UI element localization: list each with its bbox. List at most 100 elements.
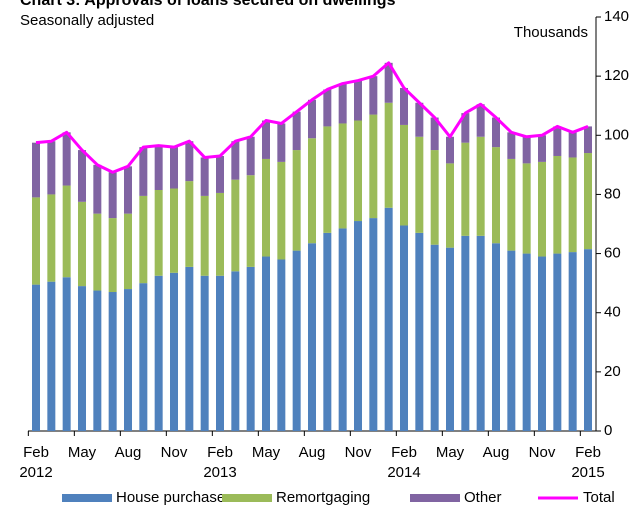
bar-segment xyxy=(323,89,332,127)
y-tick-label: 120 xyxy=(604,67,629,84)
bar-segment xyxy=(492,243,500,431)
bar-segment xyxy=(538,135,546,162)
bar-segment xyxy=(461,142,470,236)
bar-segment xyxy=(154,275,163,431)
bar-segment xyxy=(369,76,378,115)
x-tick-label: May xyxy=(68,444,97,461)
y-tick-label: 0 xyxy=(604,422,612,439)
bar-segment xyxy=(47,194,56,282)
legend-label: Total xyxy=(583,489,615,506)
bar-segment xyxy=(476,235,485,431)
bar-segment xyxy=(492,117,500,148)
bar-segment xyxy=(415,102,424,137)
bar-segment xyxy=(170,147,178,189)
bar-segment xyxy=(185,266,194,431)
bar-segment xyxy=(476,136,485,236)
bar-segment xyxy=(292,250,301,431)
bar-segment xyxy=(216,192,224,276)
bar-segment xyxy=(124,213,132,290)
bar-segment xyxy=(400,87,408,125)
bar-segment xyxy=(108,218,117,293)
x-tick-label: May xyxy=(252,444,281,461)
bar-segment xyxy=(415,136,424,233)
x-tick-label: Aug xyxy=(299,444,326,461)
y-tick-label: 100 xyxy=(604,126,629,143)
legend-label: Other xyxy=(464,489,502,506)
y-tick-label: 20 xyxy=(604,363,621,380)
bar-segment xyxy=(262,256,270,431)
total-line xyxy=(35,61,589,174)
bar-segment xyxy=(139,147,148,196)
bar-segment xyxy=(277,161,286,260)
x-tick-label: Nov xyxy=(529,444,556,461)
bar-segment xyxy=(446,247,454,431)
bar-segment xyxy=(78,286,86,431)
y-tick-label: 80 xyxy=(604,185,621,202)
bar-segment xyxy=(415,232,424,431)
bar-segment xyxy=(154,145,163,190)
bar-segment xyxy=(47,281,56,431)
bar-segment xyxy=(446,163,454,248)
bar-segment xyxy=(584,153,592,250)
bar-segment xyxy=(430,150,439,245)
x-tick-label: Aug xyxy=(483,444,510,461)
bar-segment xyxy=(93,164,102,214)
bar-segment xyxy=(354,221,362,431)
bar-segment xyxy=(568,252,577,431)
bar-segment xyxy=(170,188,178,273)
bar-segment xyxy=(185,181,194,267)
bar-segment xyxy=(32,197,40,285)
bar-segment xyxy=(292,111,301,151)
bar-segment xyxy=(553,253,562,431)
bar-segment xyxy=(384,62,393,103)
bar-segment xyxy=(522,253,531,431)
bar-segment xyxy=(338,228,347,431)
bar-segment xyxy=(124,166,132,214)
bar-segment xyxy=(522,136,531,164)
bar-segment xyxy=(568,132,577,158)
bar-segment xyxy=(170,272,178,431)
x-tick-label: May xyxy=(436,444,465,461)
x-tick-label: Nov xyxy=(161,444,188,461)
bar-segment xyxy=(139,195,148,284)
bar-segment xyxy=(507,158,516,251)
bar-segment xyxy=(277,123,286,162)
bar-segment xyxy=(461,235,470,431)
bar-segment xyxy=(476,104,485,137)
bar-segment xyxy=(93,290,102,431)
bar-segment xyxy=(538,161,546,257)
bar-segment xyxy=(154,189,163,276)
x-tick-label: Feb 2014 xyxy=(387,444,420,481)
y-tick-label: 140 xyxy=(604,8,629,25)
bar-segment xyxy=(338,123,347,229)
bar-segment xyxy=(262,158,270,257)
bar-segment xyxy=(200,157,209,196)
bar-segment xyxy=(430,117,439,151)
legend-label: House purchase xyxy=(116,489,225,506)
bar-segment xyxy=(139,283,148,431)
bar-segment xyxy=(32,284,40,431)
bar-segment xyxy=(369,114,378,219)
chart-title: Chart 3: Approvals of loans secured on d… xyxy=(20,0,396,9)
y-tick-label: 40 xyxy=(604,304,621,321)
legend-swatch xyxy=(410,494,460,502)
bar-segment xyxy=(507,250,516,431)
bar-segment xyxy=(62,185,71,278)
bar-segment xyxy=(277,259,286,431)
bar-segment xyxy=(354,80,362,121)
x-tick-label: Feb 2015 xyxy=(571,444,604,481)
bar-segment xyxy=(430,244,439,431)
bar-segment xyxy=(308,138,316,244)
bar-segment xyxy=(338,83,347,124)
bar-segment xyxy=(384,102,393,208)
bar-segment xyxy=(231,141,240,180)
y-tick-label: 60 xyxy=(604,245,621,262)
bar-segment xyxy=(584,249,592,431)
bar-segment xyxy=(200,275,209,431)
bar-segment xyxy=(584,126,592,154)
bar-segment xyxy=(62,132,71,186)
bar-segment xyxy=(216,155,224,193)
bar-segment xyxy=(384,207,393,431)
